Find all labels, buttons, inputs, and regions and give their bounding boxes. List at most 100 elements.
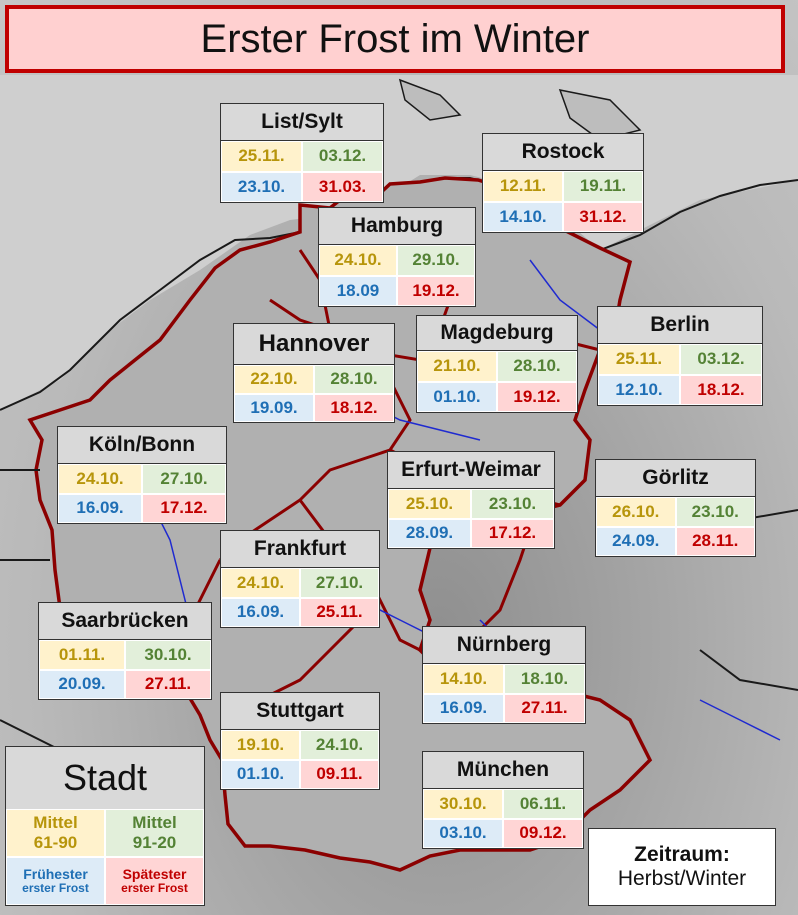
mean-row: 22.10. 28.10.	[234, 365, 394, 394]
earliest-frost-cell: 16.09.	[423, 693, 504, 723]
latest-frost-cell: 18.12.	[314, 393, 394, 422]
city-name: Saarbrücken	[39, 603, 211, 640]
city-card-magdeburg: Magdeburg 21.10. 28.10. 01.10. 19.12.	[416, 315, 578, 413]
earliest-frost-cell: 12.10.	[598, 374, 680, 405]
city-card-berlin: Berlin 25.11. 03.12. 12.10. 18.12.	[597, 306, 763, 406]
legend-earliest-label: Frühester	[23, 866, 88, 883]
neighbour-borders	[0, 469, 798, 761]
city-name: Erfurt-Weimar	[388, 452, 554, 489]
latest-frost-cell: 17.12.	[471, 518, 554, 548]
mean-9120-cell: 27.10.	[300, 568, 379, 598]
extreme-row: 23.10. 31.03.	[221, 171, 383, 202]
earliest-frost-cell: 03.10.	[423, 818, 503, 848]
earliest-frost-cell: 20.09.	[39, 669, 125, 699]
city-name: Görlitz	[596, 460, 755, 497]
city-card-nürnberg: Nürnberg 14.10. 18.10. 16.09. 27.11.	[422, 626, 586, 724]
legend-mean-new: Mittel 91-20	[105, 809, 204, 857]
mean-6190-cell: 26.10.	[596, 497, 676, 527]
latest-frost-cell: 18.12.	[680, 374, 762, 405]
city-name: Berlin	[598, 307, 762, 344]
latest-frost-cell: 28.11.	[675, 526, 755, 556]
mean-9120-cell: 03.12.	[680, 344, 762, 375]
period-box: Zeitraum: Herbst/Winter	[588, 828, 776, 906]
mean-6190-cell: 25.11.	[598, 344, 680, 375]
latest-frost-cell: 09.11.	[300, 759, 379, 789]
mean-6190-cell: 21.10.	[417, 351, 497, 382]
mean-6190-cell: 24.10.	[221, 568, 300, 598]
city-card-görlitz: Görlitz 26.10. 23.10. 24.09. 28.11.	[595, 459, 756, 557]
latest-frost-cell: 19.12.	[397, 275, 475, 306]
mean-row: 24.10. 27.10.	[58, 464, 226, 494]
legend-mean-new-label: Mittel	[132, 813, 177, 833]
latest-frost-cell: 19.12.	[497, 381, 577, 412]
legend-mean-old-period: 61-90	[33, 833, 78, 852]
latest-frost-cell: 27.11.	[504, 693, 585, 723]
page-title: Erster Frost im Winter	[5, 5, 785, 73]
extreme-row: 18.09 19.12.	[319, 275, 475, 306]
mean-row: 25.11. 03.12.	[221, 141, 383, 172]
city-card-münchen: München 30.10. 06.11. 03.10. 09.12.	[422, 751, 584, 849]
mean-9120-cell: 28.10.	[497, 351, 577, 382]
latest-frost-cell: 27.11.	[125, 669, 211, 699]
city-card-köln-bonn: Köln/Bonn 24.10. 27.10. 16.09. 17.12.	[57, 426, 227, 524]
earliest-frost-cell: 24.09.	[596, 526, 676, 556]
mean-6190-cell: 24.10.	[319, 245, 397, 276]
mean-row: 21.10. 28.10.	[417, 351, 577, 382]
city-name: Magdeburg	[417, 316, 577, 351]
earliest-frost-cell: 19.09.	[234, 393, 314, 422]
city-card-frankfurt: Frankfurt 24.10. 27.10. 16.09. 25.11.	[220, 530, 380, 628]
mean-6190-cell: 25.11.	[221, 141, 302, 172]
mean-row: 26.10. 23.10.	[596, 497, 755, 527]
extreme-row: 16.09. 17.12.	[58, 493, 226, 523]
legend-latest: Spätester erster Frost	[105, 857, 204, 905]
mean-6190-cell: 14.10.	[423, 664, 504, 694]
mean-9120-cell: 27.10.	[142, 464, 226, 494]
mean-6190-cell: 24.10.	[58, 464, 142, 494]
mean-9120-cell: 28.10.	[314, 365, 394, 394]
mean-9120-cell: 03.12.	[302, 141, 383, 172]
mean-row: 14.10. 18.10.	[423, 664, 585, 694]
latest-frost-cell: 25.11.	[300, 597, 379, 627]
city-card-stuttgart: Stuttgart 19.10. 24.10. 01.10. 09.11.	[220, 692, 380, 790]
extreme-row: 16.09. 27.11.	[423, 693, 585, 723]
mean-6190-cell: 12.11.	[483, 171, 563, 202]
mean-row: 12.11. 19.11.	[483, 171, 643, 202]
extreme-row: 16.09. 25.11.	[221, 597, 379, 627]
city-name: Nürnberg	[423, 627, 585, 664]
mean-9120-cell: 30.10.	[125, 640, 211, 670]
latest-frost-cell: 17.12.	[142, 493, 226, 523]
legend-row-means: Mittel 61-90 Mittel 91-20	[6, 809, 204, 857]
city-name: Rostock	[483, 134, 643, 171]
extreme-row: 28.09. 17.12.	[388, 518, 554, 548]
legend-mean-old: Mittel 61-90	[6, 809, 105, 857]
mean-6190-cell: 01.11.	[39, 640, 125, 670]
city-card-hannover: Hannover 22.10. 28.10. 19.09. 18.12.	[233, 323, 395, 423]
mean-row: 25.10. 23.10.	[388, 489, 554, 519]
city-name: Hannover	[234, 324, 394, 365]
earliest-frost-cell: 28.09.	[388, 518, 471, 548]
mean-9120-cell: 19.11.	[563, 171, 643, 202]
mean-row: 19.10. 24.10.	[221, 730, 379, 760]
city-name: Frankfurt	[221, 531, 379, 568]
mean-row: 24.10. 27.10.	[221, 568, 379, 598]
legend-latest-label: Spätester	[122, 866, 187, 883]
mean-row: 01.11. 30.10.	[39, 640, 211, 670]
city-name: Köln/Bonn	[58, 427, 226, 464]
earliest-frost-cell: 01.10.	[417, 381, 497, 412]
mean-9120-cell: 29.10.	[397, 245, 475, 276]
mean-6190-cell: 30.10.	[423, 789, 503, 819]
city-name: Stuttgart	[221, 693, 379, 730]
legend-earliest: Frühester erster Frost	[6, 857, 105, 905]
mean-9120-cell: 06.11.	[503, 789, 583, 819]
mean-6190-cell: 25.10.	[388, 489, 471, 519]
latest-frost-cell: 31.03.	[302, 171, 383, 202]
extreme-row: 01.10. 09.11.	[221, 759, 379, 789]
mean-9120-cell: 24.10.	[300, 730, 379, 760]
mean-row: 25.11. 03.12.	[598, 344, 762, 375]
extreme-row: 14.10. 31.12.	[483, 201, 643, 232]
city-card-rostock: Rostock 12.11. 19.11. 14.10. 31.12.	[482, 133, 644, 233]
earliest-frost-cell: 16.09.	[58, 493, 142, 523]
legend-earliest-sub: erster Frost	[22, 881, 89, 896]
mean-6190-cell: 19.10.	[221, 730, 300, 760]
